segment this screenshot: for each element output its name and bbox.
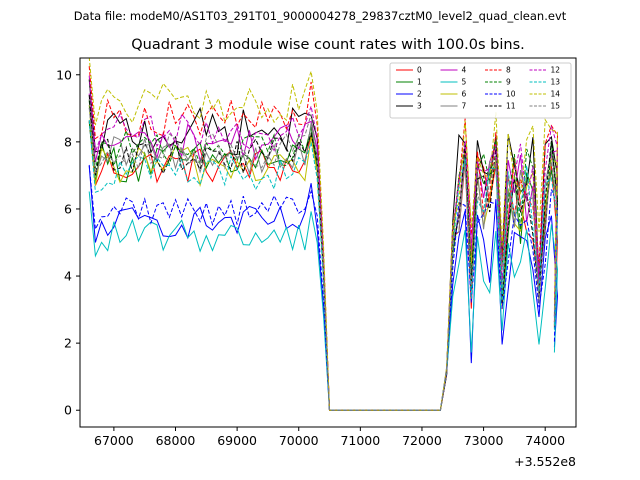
- series-line-15: [88, 107, 559, 411]
- legend-label-3: 3: [417, 102, 422, 111]
- x-tick-label: 68000: [156, 433, 196, 448]
- x-tick-label: 71000: [340, 433, 380, 448]
- y-axis-ticks: 0 2 4 6 8 10: [56, 67, 80, 418]
- legend-label-15: 15: [551, 102, 561, 111]
- series-line-13: [88, 119, 559, 411]
- y-tick-label: 0: [64, 403, 72, 418]
- legend-label-13: 13: [551, 78, 561, 87]
- x-tick-label: 72000: [402, 433, 442, 448]
- legend-label-11: 11: [506, 102, 516, 111]
- x-axis-ticks: 67000 68000 69000 70000 71000 72000 73000 74000: [94, 427, 565, 448]
- legend-box: [389, 62, 572, 119]
- series-line-14: [88, 58, 559, 411]
- y-tick-label: 8: [64, 134, 72, 149]
- y-tick-label: 4: [64, 269, 72, 284]
- x-tick-label: 70000: [279, 433, 319, 448]
- legend-label-12: 12: [551, 66, 561, 75]
- y-tick-label: 2: [64, 336, 72, 351]
- legend-label-6: 6: [462, 90, 467, 99]
- x-tick-label: 73000: [464, 433, 504, 448]
- legend-label-8: 8: [506, 66, 511, 75]
- legend-label-1: 1: [417, 78, 422, 87]
- legend-label-9: 9: [506, 78, 511, 87]
- series-line-8: [88, 66, 559, 411]
- legend-label-10: 10: [506, 90, 516, 99]
- legend-label-14: 14: [551, 90, 561, 99]
- series-line-11: [88, 95, 559, 411]
- legend-label-4: 4: [462, 66, 467, 75]
- series-line-0: [88, 120, 559, 411]
- axes-frame: [79, 57, 577, 428]
- legend-label-5: 5: [462, 78, 467, 87]
- legend-label-2: 2: [417, 90, 422, 99]
- x-tick-label: 69000: [217, 433, 257, 448]
- legend-label-7: 7: [462, 102, 467, 111]
- y-tick-label: 10: [56, 67, 72, 82]
- x-offset-label: +3.552e8: [514, 454, 576, 469]
- x-tick-label: 67000: [94, 433, 134, 448]
- series-layer: [88, 58, 559, 411]
- series-line-10: [88, 164, 559, 411]
- x-tick-label: 74000: [525, 433, 565, 448]
- figure-suptitle: Data file: modeM0/AS1T03_291T01_90000042…: [74, 9, 567, 23]
- series-line-2: [88, 165, 559, 411]
- legend-label-0: 0: [417, 66, 422, 75]
- series-line-12: [88, 75, 559, 411]
- chart-title: Quadrant 3 module wise count rates with …: [131, 37, 525, 53]
- y-tick-label: 6: [64, 201, 72, 216]
